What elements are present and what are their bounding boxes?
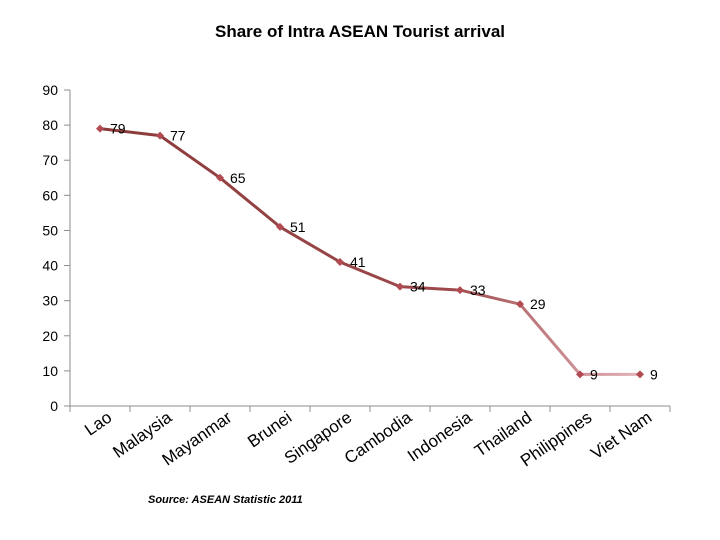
y-tick-label: 20 [42, 328, 58, 344]
y-tick-label: 50 [42, 222, 58, 238]
source-note: Source: ASEAN Statistic 2011 [148, 494, 303, 506]
x-tick-label: Singapore [281, 408, 355, 468]
data-point [216, 173, 224, 182]
y-tick-label: 60 [42, 187, 58, 203]
data-label: 51 [290, 219, 306, 235]
data-label: 79 [110, 121, 126, 137]
series-line [98, 127, 642, 376]
x-tick-label: Cambodia [341, 407, 416, 467]
data-label: 41 [350, 254, 366, 270]
y-tick-label: 40 [42, 258, 58, 274]
data-point [336, 258, 344, 267]
y-tick-label: 70 [42, 152, 58, 168]
y-tick-label: 80 [42, 117, 58, 133]
data-label: 65 [230, 170, 246, 186]
data-point [96, 124, 104, 133]
data-point [276, 222, 284, 231]
data-point [456, 286, 464, 295]
x-tick-label: Viet Nam [587, 408, 655, 463]
y-tick-label: 0 [50, 398, 58, 414]
data-point [156, 131, 164, 140]
data-label: 34 [410, 279, 426, 295]
chart-title: Share of Intra ASEAN Tourist arrival [214, 22, 505, 41]
x-tick-label: Brunei [244, 408, 295, 452]
data-point [636, 370, 644, 379]
y-tick-label: 30 [42, 293, 58, 309]
x-tick-label: Indonesia [404, 407, 476, 465]
y-tick-label: 90 [42, 82, 58, 98]
x-tick-label: Lao [81, 408, 115, 440]
data-label: 9 [590, 366, 598, 382]
data-point [516, 300, 524, 309]
y-tick-label: 10 [42, 363, 58, 379]
data-point [576, 370, 584, 379]
data-label: 77 [170, 128, 186, 144]
data-label: 33 [470, 282, 486, 298]
data-label: 29 [530, 296, 546, 312]
data-label: 9 [650, 366, 658, 382]
data-point [396, 282, 404, 291]
